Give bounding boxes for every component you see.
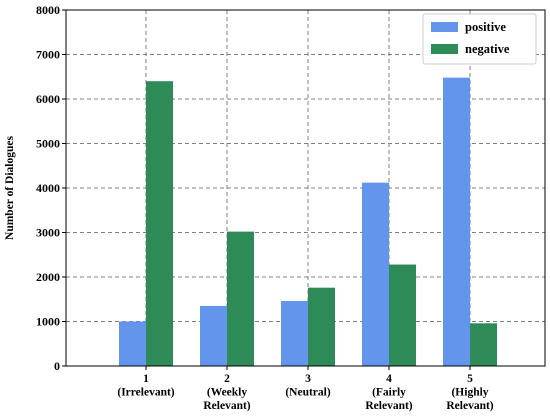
bar-positive — [200, 305, 227, 366]
x-tick-label-line: 2 — [224, 373, 230, 385]
x-tick-label-line: (Neutral) — [285, 387, 331, 399]
y-tick-label: 6000 — [36, 92, 60, 106]
legend-swatch-negative — [431, 44, 458, 54]
y-tick-label: 4000 — [36, 181, 60, 195]
bar-positive — [281, 301, 308, 366]
x-tick-label-line: (Weekly — [207, 387, 247, 399]
x-tick-label-line: 4 — [386, 373, 392, 385]
x-tick-label: 1 (Irrelevant) — [117, 373, 174, 399]
x-tick-label-line: (Fairly — [372, 387, 406, 399]
x-tick-label-line: Relevant) — [365, 400, 412, 412]
ticks-layer: 0 1000 2000 3000 4000 5000 6000 7000 8000 1 (Irrel… — [36, 3, 494, 412]
x-tick-label-line: (Irrelevant) — [117, 387, 174, 399]
y-tick-label: 5000 — [36, 137, 60, 151]
bars-layer — [119, 77, 497, 366]
x-tick-label: 3 (Neutral) — [285, 373, 331, 399]
legend-swatch-positive — [431, 22, 458, 32]
x-tick-label-line: 1 — [143, 373, 149, 385]
y-tick-label: 0 — [54, 359, 60, 373]
bar-negative — [389, 264, 416, 366]
x-tick-label: 4 (Fairly Relevant) — [365, 373, 412, 412]
x-tick-label-line: Relevant) — [446, 400, 493, 412]
y-tick-label: 8000 — [36, 3, 60, 17]
x-tick-label-line: 3 — [305, 373, 311, 385]
bar-negative — [146, 81, 173, 366]
bar-positive — [443, 77, 470, 366]
y-tick-label: 2000 — [36, 270, 60, 284]
bar-negative — [470, 323, 497, 366]
bar-negative — [227, 231, 254, 366]
x-tick-label-line: Relevant) — [203, 400, 250, 412]
legend-label-negative: negative — [465, 42, 510, 56]
x-tick-label: 5 (Highly Relevant) — [446, 373, 493, 412]
y-tick-label: 7000 — [36, 48, 60, 62]
bar-positive — [362, 182, 389, 366]
bar-positive — [119, 321, 146, 366]
legend: positive negative — [422, 13, 537, 65]
x-tick-label-line: 5 — [467, 373, 473, 385]
x-tick-label-line: (Highly — [451, 387, 488, 399]
y-tick-label: 1000 — [36, 315, 60, 329]
y-tick-label: 3000 — [36, 226, 60, 240]
bar-negative — [308, 287, 335, 366]
x-tick-label: 2 (Weekly Relevant) — [203, 373, 250, 412]
legend-label-positive: positive — [465, 20, 506, 34]
y-axis-title: Number of Dialogues — [4, 136, 16, 240]
